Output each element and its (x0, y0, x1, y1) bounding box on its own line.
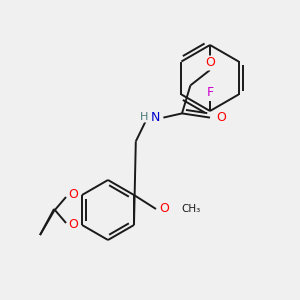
Text: O: O (68, 218, 78, 232)
Text: CH₃: CH₃ (181, 204, 200, 214)
Text: O: O (68, 188, 78, 202)
Text: F: F (206, 86, 214, 100)
Text: O: O (216, 111, 226, 124)
Text: N: N (151, 111, 160, 124)
Text: O: O (205, 56, 215, 70)
Text: H: H (140, 112, 148, 122)
Text: O: O (159, 202, 169, 215)
